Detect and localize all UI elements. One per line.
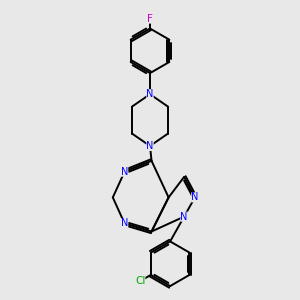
Text: N: N <box>191 192 199 203</box>
Text: N: N <box>146 141 154 151</box>
Text: N: N <box>121 218 128 229</box>
Text: F: F <box>147 14 153 24</box>
Text: N: N <box>121 167 128 177</box>
Text: N: N <box>180 212 188 222</box>
Text: Cl: Cl <box>135 276 146 286</box>
Text: N: N <box>146 89 154 99</box>
